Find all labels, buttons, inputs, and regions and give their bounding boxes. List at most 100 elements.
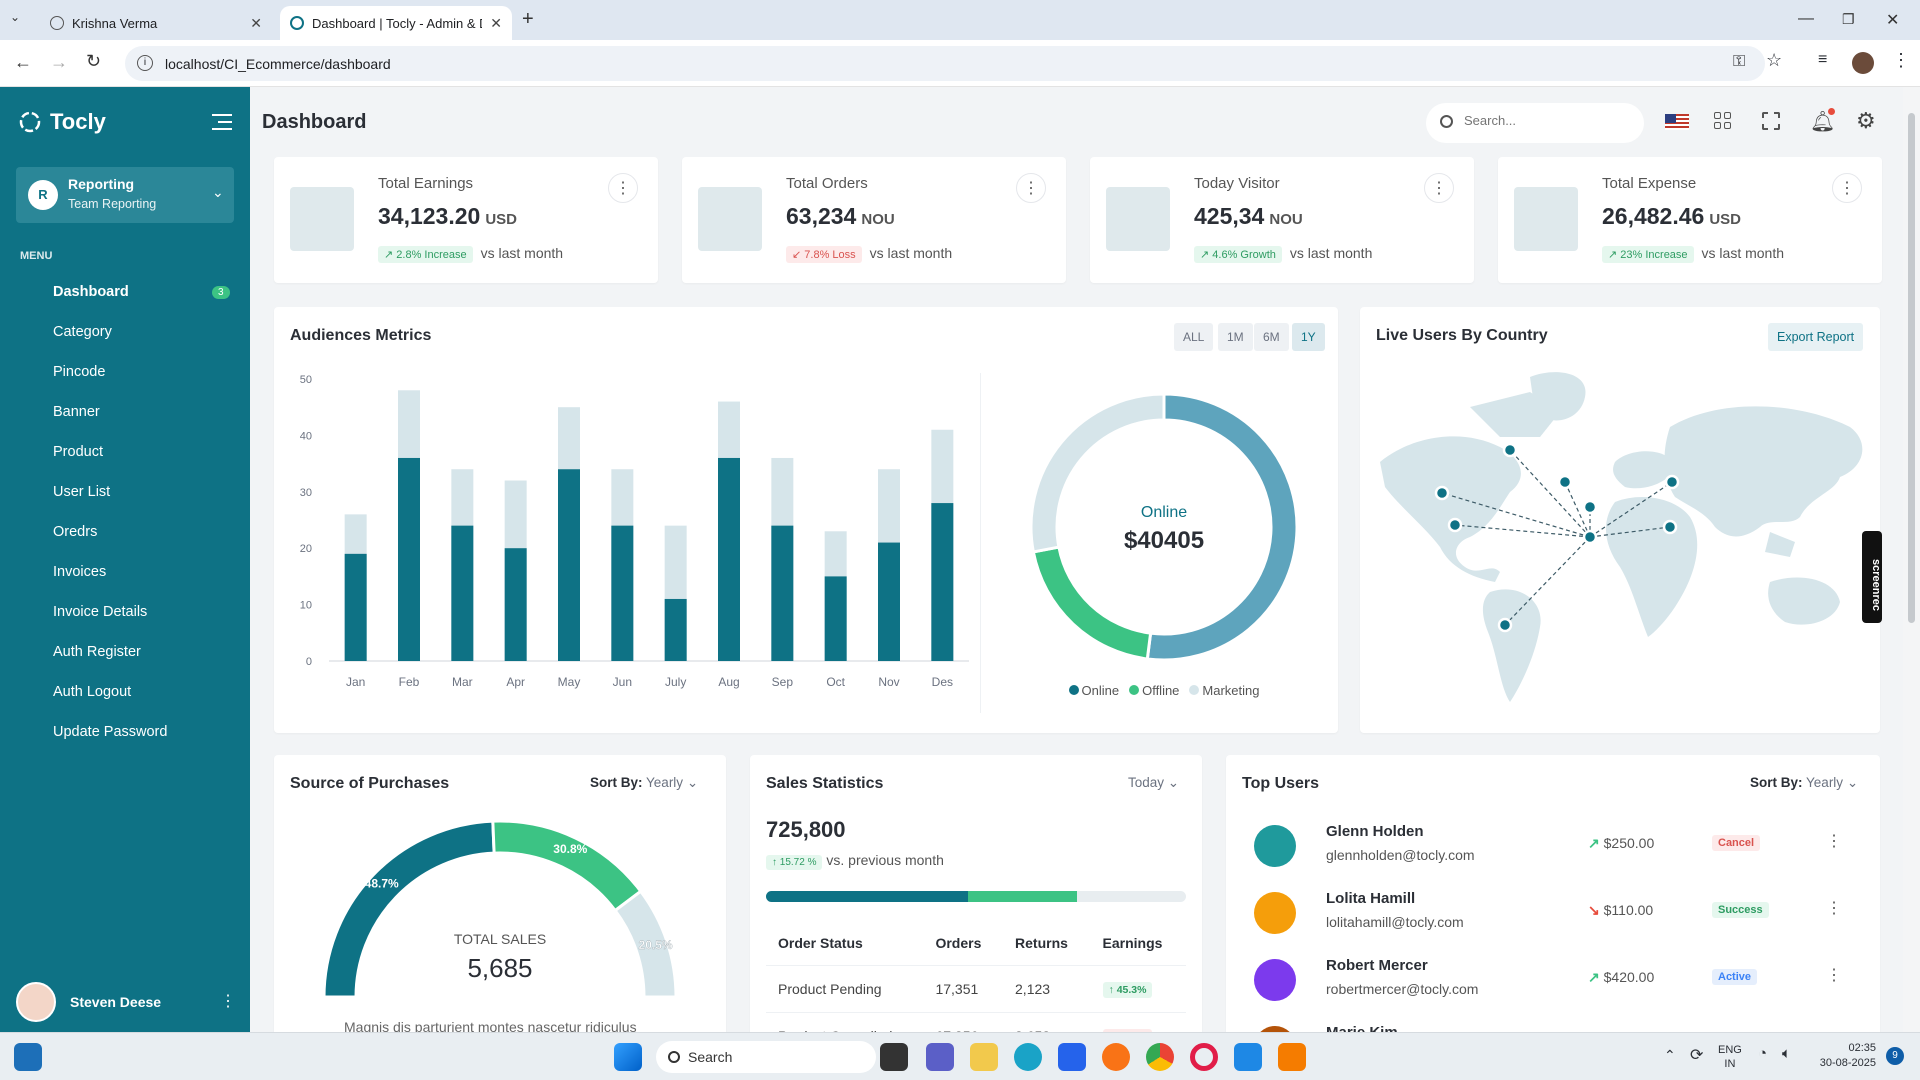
stat-label: Today Visitor: [1194, 175, 1280, 192]
range-all-button[interactable]: ALL: [1174, 323, 1214, 351]
list-item[interactable]: Marie Kim⋮: [1226, 1014, 1880, 1032]
stat-menu-icon[interactable]: ⋮: [1016, 173, 1046, 203]
close-tab-icon[interactable]: ✕: [490, 14, 502, 31]
range-1y-button[interactable]: 1Y: [1292, 323, 1325, 351]
site-info-icon[interactable]: i: [137, 55, 153, 71]
tab-list-dropdown-icon[interactable]: ⌄: [10, 10, 21, 24]
total-sales-label: TOTAL SALES: [453, 931, 547, 947]
sidebar-item-auth-register[interactable]: Auth Register: [53, 644, 141, 660]
user-name: Lolita Hamill: [1326, 890, 1416, 907]
brand-logo[interactable]: Tocly: [18, 109, 106, 135]
export-report-button[interactable]: Export Report: [1768, 323, 1864, 351]
us-flag-icon[interactable]: [1665, 114, 1689, 130]
file-explorer-icon[interactable]: [970, 1043, 998, 1071]
widgets-icon[interactable]: [14, 1043, 42, 1071]
search-box[interactable]: [1426, 103, 1644, 143]
tab-dashboard[interactable]: Dashboard | Tocly - Admin & Da ✕: [280, 6, 512, 40]
sidebar-item-pincode[interactable]: Pincode: [53, 364, 105, 380]
list-item[interactable]: Glenn Holden glennholden@tocly.com ↗ $250.…: [1226, 813, 1880, 873]
new-tab-icon[interactable]: +: [522, 8, 534, 30]
sidebar-item-user-list[interactable]: User List: [53, 484, 110, 500]
sidebar-item-product[interactable]: Product: [53, 444, 103, 460]
tray-chevron-icon[interactable]: ⌃: [1664, 1047, 1676, 1063]
stat-menu-icon[interactable]: ⋮: [608, 173, 638, 203]
close-window-icon[interactable]: ✕: [1886, 12, 1900, 29]
user-menu-icon[interactable]: ⋮: [1826, 900, 1842, 917]
password-key-icon[interactable]: ⚿: [1733, 53, 1746, 70]
user-menu-icon[interactable]: ⋮: [1826, 967, 1842, 984]
profile-avatar[interactable]: [1852, 52, 1874, 74]
team-profile-card[interactable]: R Reporting Team Reporting ⌄: [16, 167, 234, 223]
clock[interactable]: 02:35 30-08-2025: [1816, 1041, 1876, 1071]
bookmark-star-icon[interactable]: ☆: [1766, 50, 1783, 70]
address-bar[interactable]: i localhost/CI_Ecommerce/dashboard ⚿: [125, 46, 1765, 81]
volume-muted-icon[interactable]: 🔈︎: [1782, 1045, 1792, 1062]
arrow-up-right-icon: ↗: [1608, 249, 1621, 261]
user-menu-icon[interactable]: ⋮: [220, 993, 236, 1010]
close-tab-icon[interactable]: ✕: [250, 14, 262, 31]
sidebar-item-banner[interactable]: Banner: [53, 404, 100, 420]
language-indicator[interactable]: ENG IN: [1718, 1044, 1742, 1070]
stat-value: 34,123.20: [378, 203, 481, 229]
media-control-icon[interactable]: ≡: [1818, 51, 1828, 68]
menu-toggle-icon[interactable]: [212, 114, 232, 130]
donut-slice-online: [1145, 392, 1299, 662]
teams-icon[interactable]: [926, 1043, 954, 1071]
stat-change-note: vs last month: [869, 245, 953, 261]
fullscreen-icon[interactable]: [1762, 112, 1780, 130]
store-icon[interactable]: [1058, 1043, 1086, 1071]
screenrec-tab[interactable]: screenrec: [1862, 531, 1882, 623]
notification-dot: [1828, 108, 1835, 115]
edge-icon[interactable]: [1014, 1043, 1042, 1071]
range-6m-button[interactable]: 6M: [1254, 323, 1289, 351]
firefox-icon[interactable]: [1102, 1043, 1130, 1071]
purchases-sort-dropdown[interactable]: Sort By: Yearly ⌄: [590, 775, 699, 790]
apps-grid-icon[interactable]: [1714, 112, 1731, 129]
bar-dark: [558, 469, 580, 661]
notification-count-badge[interactable]: 9: [1886, 1047, 1904, 1065]
settings-gear-icon[interactable]: ⚙: [1856, 108, 1876, 133]
list-item[interactable]: Lolita Hamill lolitahamill@tocly.com ↘ $11…: [1226, 880, 1880, 940]
start-windows-icon[interactable]: [614, 1043, 642, 1071]
task-view-icon[interactable]: [880, 1043, 908, 1071]
stat-menu-icon[interactable]: ⋮: [1424, 173, 1454, 203]
forward-icon[interactable]: →: [50, 52, 68, 72]
notification-bell-icon[interactable]: 🔔︎: [1810, 111, 1836, 133]
user-avatar[interactable]: [16, 982, 56, 1022]
sales-statistics-card: Sales Statistics Today ⌄ 725,800 ↑ 15.72…: [750, 755, 1202, 1032]
range-1m-button[interactable]: 1M: [1218, 323, 1253, 351]
search-input[interactable]: [1464, 113, 1629, 128]
restore-icon[interactable]: ❐: [1842, 11, 1855, 27]
opera-icon[interactable]: [1190, 1043, 1218, 1071]
stat-change-row: ↙ 7.8% Loss vs last month: [786, 245, 952, 263]
tab-krishna[interactable]: Krishna Verma ✕: [40, 6, 272, 40]
stat-unit: NOU: [861, 211, 895, 228]
list-item[interactable]: Robert Mercer robertmercer@tocly.com ↗ $42…: [1226, 947, 1880, 1007]
arrow-down-left-icon: ↙: [792, 249, 805, 261]
browser-menu-icon[interactable]: ⋮: [1892, 50, 1910, 70]
sidebar-item-oredrs[interactable]: Oredrs: [53, 524, 97, 540]
taskbar-search[interactable]: Search: [656, 1041, 876, 1073]
stat-menu-icon[interactable]: ⋮: [1832, 173, 1862, 203]
donut-center-value: $40405: [1123, 527, 1205, 554]
user-amount: $250.00: [1603, 835, 1655, 851]
reload-icon[interactable]: ↻: [86, 51, 102, 71]
page-scrollbar[interactable]: [1903, 87, 1920, 1032]
user-menu-icon[interactable]: ⋮: [1826, 833, 1842, 850]
minimize-icon[interactable]: —: [1798, 10, 1814, 27]
top-users-sort-dropdown[interactable]: Sort By: Yearly ⌄: [1750, 775, 1859, 790]
sidebar-item-dashboard[interactable]: Dashboard: [53, 284, 129, 300]
xampp-icon[interactable]: [1278, 1043, 1306, 1071]
stat-value-row: 26,482.46 USD: [1602, 203, 1741, 230]
sales-period-dropdown[interactable]: Today ⌄: [1128, 775, 1180, 790]
wifi-icon[interactable]: ◔: [1758, 1045, 1768, 1062]
back-icon[interactable]: ←: [14, 52, 32, 72]
sidebar-item-auth-logout[interactable]: Auth Logout: [53, 684, 131, 700]
sidebar-item-category[interactable]: Category: [53, 324, 112, 340]
vscode-icon[interactable]: [1234, 1043, 1262, 1071]
chrome-icon[interactable]: [1146, 1043, 1174, 1071]
sync-icon[interactable]: ⟳: [1690, 1047, 1704, 1064]
sidebar-item-invoices[interactable]: Invoices: [53, 564, 106, 580]
sidebar-item-invoice-details[interactable]: Invoice Details: [53, 604, 147, 620]
sidebar-item-update-password[interactable]: Update Password: [53, 724, 167, 740]
